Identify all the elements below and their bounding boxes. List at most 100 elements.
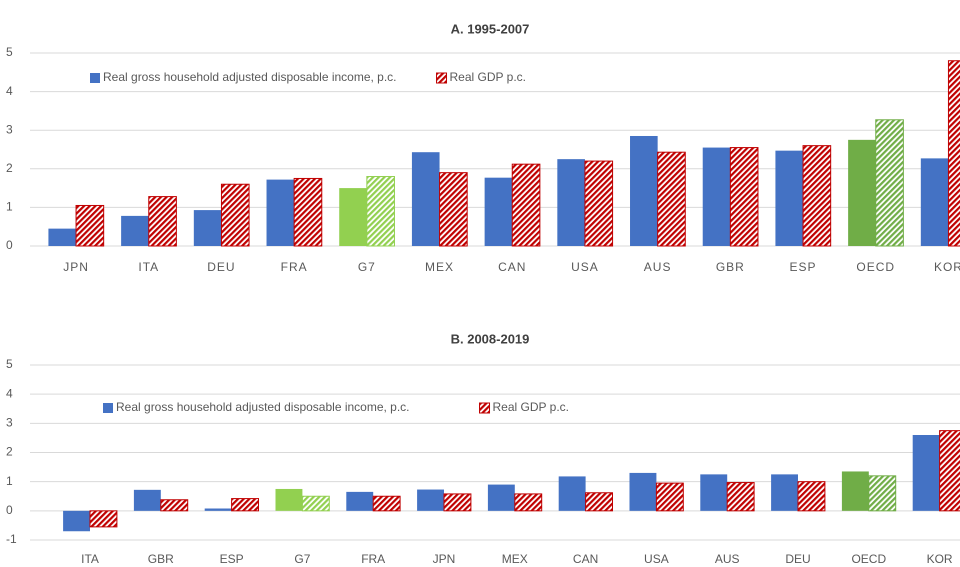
bar: [920, 158, 949, 246]
bar: [301, 495, 330, 512]
x-tick-label: GBR: [148, 552, 174, 566]
bar: [275, 488, 303, 511]
legend-swatch: [436, 72, 448, 84]
bar: [630, 135, 658, 246]
bar: [514, 493, 543, 512]
y-tick-label: 1: [6, 200, 13, 214]
bar: [63, 510, 90, 532]
y-tick-label: 4: [6, 386, 13, 400]
x-tick-label: ITA: [138, 260, 159, 274]
y-tick-label: 0: [6, 238, 13, 252]
y-tick-label: 3: [6, 416, 13, 430]
bar: [121, 215, 149, 246]
y-tick-label: 2: [6, 445, 13, 459]
bar: [417, 489, 444, 511]
x-tick-label: DEU: [207, 260, 235, 274]
x-tick-label: AUS: [644, 260, 672, 274]
bar: [293, 177, 323, 247]
x-tick-label: JPN: [63, 260, 89, 274]
x-tick-label: OECD: [856, 260, 895, 274]
x-tick-label: GBR: [716, 260, 745, 274]
y-tick-label: -1: [6, 532, 17, 546]
x-tick-label: ESP: [220, 552, 244, 566]
bar: [947, 60, 960, 247]
legend-swatch: [479, 402, 491, 414]
x-tick-label: G7: [358, 260, 376, 274]
bar: [629, 472, 657, 511]
bar: [443, 493, 472, 512]
bar: [204, 508, 232, 511]
y-tick-label: 3: [6, 122, 13, 136]
chart-title: A. 1995-2007: [451, 21, 530, 36]
bar: [558, 476, 586, 511]
bar: [726, 482, 755, 512]
bar: [366, 176, 395, 247]
bar: [511, 163, 541, 247]
bar: [372, 495, 401, 512]
chart-title: B. 2008-2019: [451, 331, 530, 346]
bar: [729, 147, 759, 247]
x-tick-label: KOR: [927, 552, 953, 566]
x-tick-label: MEX: [425, 260, 454, 274]
bar: [848, 139, 876, 246]
bar: [89, 510, 118, 528]
bar: [771, 474, 798, 511]
y-tick-label: 0: [6, 503, 13, 517]
bar: [133, 489, 161, 511]
bar: [339, 188, 367, 246]
x-tick-label: KOR: [934, 260, 960, 274]
x-tick-label: OECD: [851, 552, 886, 566]
bar: [148, 196, 177, 247]
bar: [868, 475, 897, 512]
legend-label: Real GDP p.c.: [493, 400, 569, 414]
legend-swatch: [90, 73, 100, 83]
bar: [584, 160, 614, 247]
bar: [411, 152, 440, 246]
bar: [585, 492, 614, 512]
x-tick-label: FRA: [361, 552, 385, 566]
y-tick-label: 2: [6, 161, 13, 175]
legend-swatch: [103, 403, 113, 413]
bar: [775, 150, 804, 246]
y-tick-label: 1: [6, 474, 13, 488]
bar: [875, 119, 904, 247]
x-tick-label: JPN: [433, 552, 456, 566]
bar: [841, 471, 869, 511]
bar: [657, 151, 686, 247]
bar: [346, 491, 374, 511]
x-tick-label: USA: [571, 260, 599, 274]
x-tick-label: ITA: [81, 552, 99, 566]
bar: [487, 484, 515, 511]
y-tick-label: 4: [6, 84, 13, 98]
bar: [266, 179, 295, 246]
x-tick-label: MEX: [502, 552, 528, 566]
bar: [75, 204, 105, 247]
legend-label: Real gross household adjusted disposable…: [116, 400, 410, 414]
bar: [702, 147, 731, 246]
bar: [439, 172, 468, 247]
bar: [160, 499, 189, 512]
x-tick-label: ESP: [790, 260, 817, 274]
y-tick-label: 5: [6, 45, 13, 59]
x-tick-label: CAN: [498, 260, 526, 274]
bar: [193, 210, 222, 246]
bar: [484, 177, 513, 246]
bar: [912, 435, 940, 511]
x-tick-label: USA: [644, 552, 669, 566]
legend-label: Real gross household adjusted disposable…: [103, 70, 397, 84]
bar: [557, 159, 585, 246]
x-tick-label: DEU: [785, 552, 810, 566]
bar: [231, 498, 260, 512]
x-tick-label: AUS: [715, 552, 740, 566]
bar: [220, 183, 250, 247]
x-tick-label: CAN: [573, 552, 598, 566]
bar: [655, 482, 684, 512]
x-tick-label: FRA: [281, 260, 308, 274]
x-tick-label: G7: [294, 552, 310, 566]
legend-label: Real GDP p.c.: [450, 70, 526, 84]
bar: [700, 474, 728, 511]
y-tick-label: 5: [6, 357, 13, 371]
bar: [802, 145, 832, 247]
bar: [797, 481, 826, 512]
